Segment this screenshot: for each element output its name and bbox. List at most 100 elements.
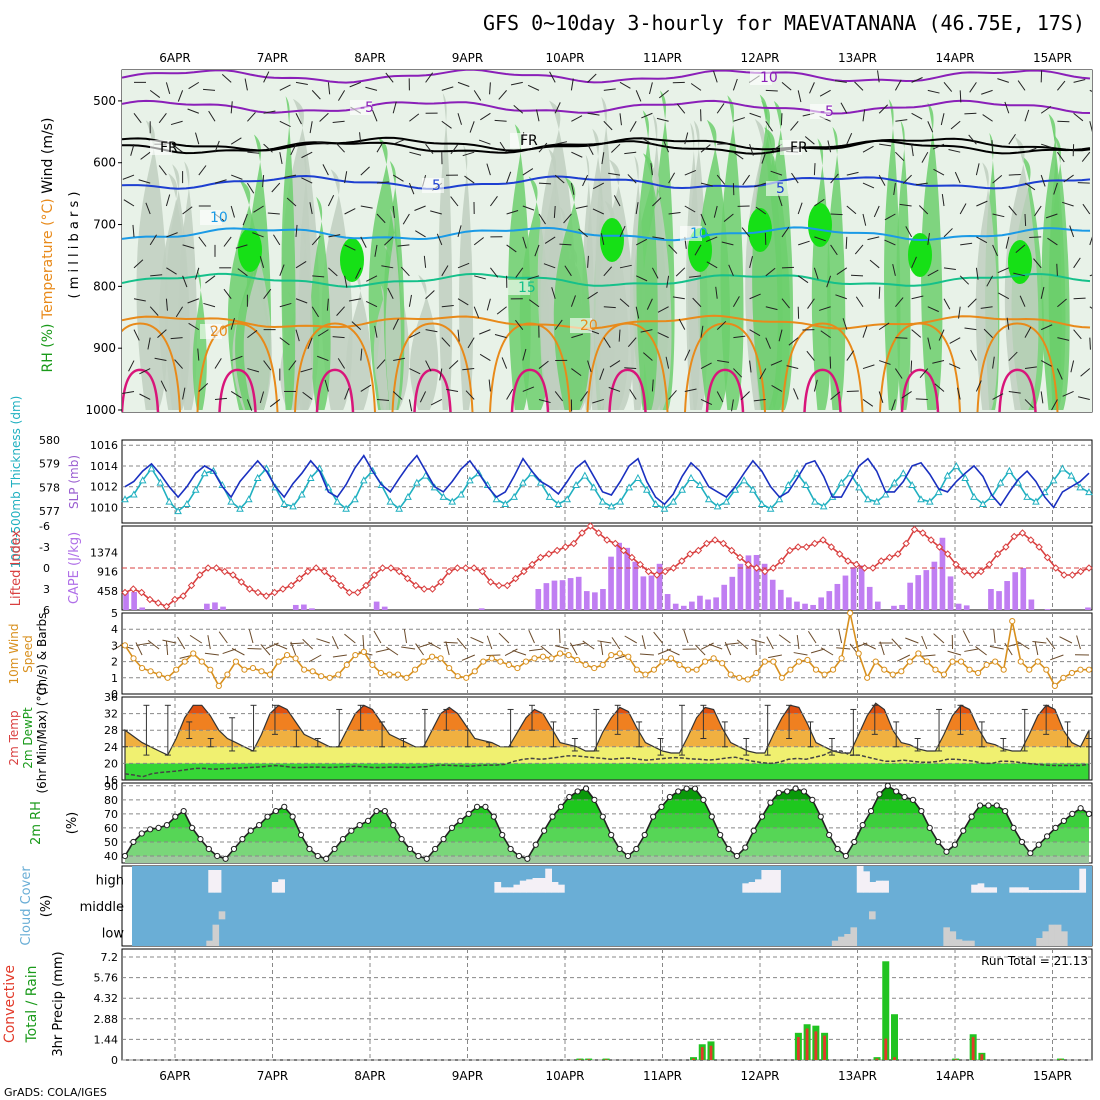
- lifted-index-point: [802, 543, 811, 551]
- wind-tick: 5: [111, 607, 118, 620]
- isotherm-dome: [489, 322, 571, 412]
- rh2m-point: [239, 836, 246, 843]
- precip-tick: 7.2: [101, 951, 119, 964]
- date-label-top: 10APR: [545, 51, 584, 65]
- wind-barb: [754, 182, 766, 188]
- run-total: Run Total = 21.13: [981, 954, 1088, 968]
- wind10m-point: [190, 650, 197, 657]
- rh2m-point: [926, 824, 933, 832]
- rh2m-point: [281, 803, 288, 810]
- wind-barb: [592, 208, 605, 215]
- thickness-point: [598, 497, 607, 505]
- wind-barb: [188, 81, 200, 90]
- lifted-index-point: [844, 557, 852, 565]
- isotherm-dome: [705, 368, 745, 412]
- thickness-point: [696, 481, 704, 489]
- wind10m-point: [719, 660, 726, 667]
- wind-barb: [672, 296, 685, 300]
- wind-barb: [842, 318, 848, 330]
- wind-barb: [684, 132, 689, 145]
- wind-barb: [522, 348, 527, 361]
- thickness-point: [413, 478, 421, 486]
- rh2m-point: [750, 827, 757, 834]
- upper-air-plot: 10 -5 -5 FR FR FR 5 5 10 10 15 20 20: [122, 70, 1092, 412]
- wind10m-point: [591, 664, 598, 672]
- wind-barb-10m: [666, 648, 680, 656]
- wind-barb-10m: [231, 647, 245, 656]
- wind-barb: [489, 195, 498, 207]
- wind-barb: [450, 143, 459, 155]
- wind-barb-10m: [218, 631, 228, 644]
- wind-barb: [425, 329, 438, 333]
- wind10m-point: [121, 642, 129, 649]
- wind-barb: [694, 244, 702, 256]
- wind-barb: [892, 264, 896, 276]
- date-label-bottom: 15APR: [1033, 1069, 1072, 1083]
- wind-barb: [884, 213, 896, 221]
- y-tick-label: 600: [93, 156, 116, 170]
- wind10m-point: [463, 674, 470, 681]
- wind-barb: [376, 181, 389, 184]
- wind-barb: [981, 89, 993, 95]
- thickness-point: [625, 483, 633, 491]
- lifted-index-point: [902, 539, 910, 548]
- cape-bar: [381, 606, 388, 610]
- lifted-index-point: [811, 539, 819, 548]
- wind-barb: [436, 233, 443, 246]
- cloud-bar-low: [212, 924, 220, 946]
- wind-barb: [629, 389, 637, 400]
- cloud-bar-low: [1036, 938, 1043, 946]
- thickness-point: [660, 504, 669, 512]
- lifted-index-point: [561, 543, 570, 551]
- wind-barb: [873, 205, 880, 218]
- lifted-index-point: [628, 553, 636, 562]
- lifted-index-point: [968, 571, 977, 579]
- wind-barb: [430, 399, 443, 406]
- upper-ylabel-text: RH (%) Temperature (°C) Wind (m/s): [40, 118, 56, 373]
- wind-barb: [286, 197, 297, 207]
- cape-bar: [931, 561, 938, 610]
- wind-barb-10m: [862, 642, 876, 650]
- wind-barb: [263, 143, 273, 153]
- wind-barb: [578, 228, 588, 238]
- wind-barb-10m: [569, 642, 578, 656]
- cloud-bar-high: [863, 871, 870, 893]
- rh2m-point: [331, 845, 338, 853]
- wind-barb: [448, 360, 459, 370]
- thickness-point: [979, 499, 987, 508]
- wind10m-point: [309, 668, 316, 675]
- thickness-point: [156, 478, 165, 486]
- lifted-index-point: [694, 546, 703, 555]
- cape-bar: [131, 591, 137, 610]
- wind-barb: [869, 259, 880, 269]
- li-tick: -6: [39, 520, 50, 533]
- wind-barb-10m: [456, 637, 467, 650]
- thickness-point: [236, 504, 244, 512]
- wind-barb: [975, 380, 982, 392]
- wind-barb: [943, 267, 956, 270]
- wind-barb: [608, 172, 621, 176]
- lifted-index-point: [212, 564, 221, 572]
- cape-bar: [220, 606, 226, 610]
- wind-barb: [235, 244, 248, 249]
- precip-ylabel-total: Total / Rain: [24, 965, 40, 1043]
- wind-barb: [765, 267, 776, 277]
- rh2m-point: [339, 836, 347, 843]
- wind-barb-10m: [316, 638, 330, 644]
- wind-barb: [439, 368, 443, 381]
- wind-barb: [905, 226, 913, 238]
- wind-barb-10m: [207, 635, 211, 650]
- wind-barb-10m: [639, 653, 654, 656]
- cape-bar: [551, 580, 558, 610]
- rh2m-point: [582, 785, 590, 792]
- rh2m-point: [557, 803, 564, 810]
- wind-barb-10m: [248, 629, 254, 644]
- rh-ylabel-line: 2m RH: [29, 801, 44, 845]
- cape-bar: [608, 556, 614, 610]
- rh2m-point: [884, 782, 891, 789]
- wind-barb: [700, 144, 711, 153]
- wind-barb: [970, 349, 977, 361]
- wind-barb: [982, 114, 993, 122]
- wind-barb: [1040, 391, 1044, 404]
- rh2m-point: [876, 791, 883, 798]
